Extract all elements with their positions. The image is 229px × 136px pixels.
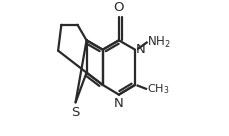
Text: O: O — [113, 1, 124, 14]
Text: NH$_2$: NH$_2$ — [147, 35, 170, 50]
Text: N: N — [114, 97, 123, 110]
Text: S: S — [71, 106, 79, 119]
Text: N: N — [135, 43, 145, 56]
Text: CH$_3$: CH$_3$ — [146, 83, 168, 96]
